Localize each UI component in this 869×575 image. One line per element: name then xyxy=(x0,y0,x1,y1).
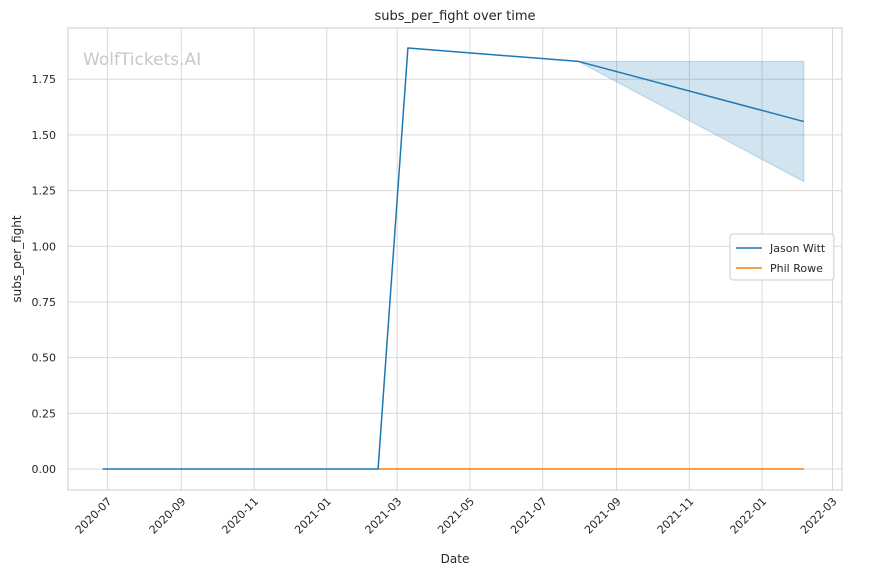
y-tick-label-0: 0.00 xyxy=(32,463,57,476)
x-tick-label-9: 2022-01 xyxy=(728,495,770,537)
x-tick-label-2: 2020-11 xyxy=(219,495,261,537)
x-tick-labels: 2020-07 2020-09 2020-11 2021-01 2021-03 2021-… xyxy=(73,495,840,537)
x-tick-label-4: 2021-03 xyxy=(363,495,405,537)
x-tick-label-0: 2020-07 xyxy=(73,495,115,537)
legend: Jason Witt Phil Rowe xyxy=(729,233,835,281)
y-tick-label-4: 1.00 xyxy=(32,240,57,253)
x-tick-label-3: 2021-01 xyxy=(292,495,334,537)
watermark: WolfTickets.AI xyxy=(83,50,201,70)
y-axis-label: subs_per_fight xyxy=(10,215,24,302)
x-tick-label-8: 2021-11 xyxy=(655,495,697,537)
legend-label-1: Phil Rowe xyxy=(770,262,823,275)
series-layer xyxy=(102,47,805,470)
x-tick-label-6: 2021-07 xyxy=(508,495,550,537)
y-tick-labels: 0.00 0.25 0.50 0.75 1.00 1.25 1.50 1.75 xyxy=(32,73,57,476)
legend-label-0: Jason Witt xyxy=(769,242,826,255)
chart-title: subs_per_fight over time xyxy=(374,9,535,24)
x-tick-label-5: 2021-05 xyxy=(435,495,477,537)
confidence-band xyxy=(578,60,805,183)
plot-frame xyxy=(67,27,843,491)
x-tick-label-10: 2022-03 xyxy=(798,495,840,537)
x-tick-label-7: 2021-09 xyxy=(582,495,624,537)
x-tick-label-1: 2020-09 xyxy=(147,495,189,537)
y-tick-label-7: 1.75 xyxy=(32,73,57,86)
x-axis-label: Date xyxy=(441,552,470,566)
y-tick-label-2: 0.50 xyxy=(32,352,57,365)
y-tick-label-3: 0.75 xyxy=(32,296,57,309)
y-tick-label-6: 1.50 xyxy=(32,129,57,142)
confidence-band-layer xyxy=(578,60,805,183)
series-line-0 xyxy=(102,47,805,470)
y-tick-label-1: 0.25 xyxy=(32,407,57,420)
y-tick-label-5: 1.25 xyxy=(32,185,57,198)
